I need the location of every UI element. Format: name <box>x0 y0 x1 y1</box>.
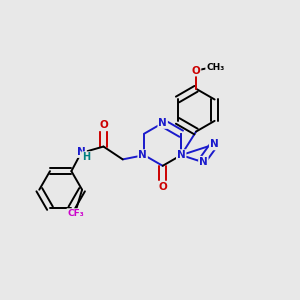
Text: N: N <box>177 150 186 160</box>
Text: H: H <box>82 152 90 162</box>
Text: N: N <box>77 147 86 157</box>
Text: N: N <box>138 150 147 160</box>
Text: N: N <box>199 157 208 167</box>
Text: O: O <box>158 182 167 192</box>
Text: O: O <box>99 120 108 130</box>
Text: N: N <box>158 118 167 128</box>
Text: O: O <box>192 66 200 76</box>
Text: N: N <box>210 140 218 149</box>
Text: CF₃: CF₃ <box>67 209 84 218</box>
Text: CH₃: CH₃ <box>206 63 224 72</box>
